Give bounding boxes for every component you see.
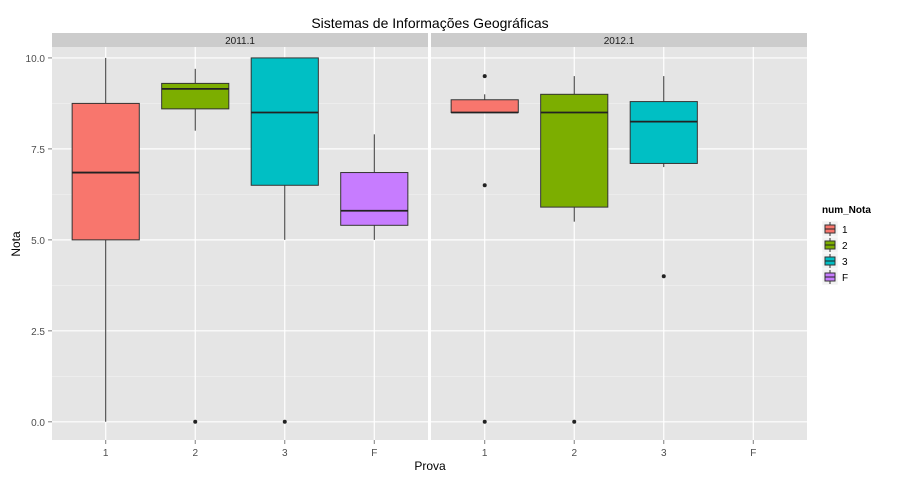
legend: num_Nota 1 2 3 F [821,205,871,286]
box-1 [71,57,140,422]
x-tick-label: 1 [103,448,109,459]
legend-label: 3 [842,257,848,268]
x-tick-label: 2 [571,448,577,459]
box-body [340,172,409,226]
chart-title: Sistemas de Informações Geográficas [311,15,548,31]
legend-key-3: 3 [821,252,848,270]
box-2 [540,76,609,424]
box-body [161,82,230,110]
x-tick-label: 1 [482,448,488,459]
panel-2012.1: 2012.1 1 2 3 F [431,33,807,459]
facet-strip [52,33,428,47]
x-tick-label: F [371,448,377,459]
legend-key-1: 1 [821,220,848,238]
box-body [450,99,519,113]
panel-2011.1: 2011.1 1 2 3 F [52,33,428,459]
box-body [250,57,319,186]
y-tick-label: 7.5 [31,145,45,156]
y-axis-title: Nota [9,231,23,257]
box-body [540,93,609,208]
legend-label: 1 [842,225,848,236]
box-F [340,134,409,240]
y-axis: 0.0 2.5 5.0 7.5 10.0 [26,54,52,429]
legend-key-F: F [821,268,848,286]
y-tick-label: 5.0 [31,236,45,247]
box-3 [629,76,698,279]
legend-label: 2 [842,241,848,252]
outlier-point [572,419,577,424]
outlier-point [482,419,487,424]
legend-label: F [842,273,848,284]
box-body [629,101,698,164]
y-tick-label: 10.0 [26,54,46,65]
x-tick-label: 2 [192,448,198,459]
facet-strip-label: 2011.1 [225,36,255,47]
x-tick-label: 3 [661,448,667,459]
facet-strip-label: 2012.1 [604,36,635,47]
box-body [71,102,140,241]
box-2 [161,68,230,424]
facet-strip [431,33,807,47]
y-tick-label: 2.5 [31,327,45,338]
x-axis-title: Prova [414,459,446,473]
outlier-point [661,274,666,279]
legend-title: num_Nota [822,205,871,216]
legend-key-2: 2 [821,236,848,254]
box-1 [450,74,519,424]
outlier-point [482,74,487,79]
box-3 [250,57,319,424]
outlier-point [482,183,487,188]
outlier-point [193,419,198,424]
panels: 0.0 2.5 5.0 7.5 10.0 2011.1 1 2 3 F 2012.1 1 2 3 F [26,33,807,459]
x-tick-label: F [750,448,756,459]
x-tick-label: 3 [282,448,288,459]
outlier-point [282,419,287,424]
y-tick-label: 0.0 [31,418,45,429]
